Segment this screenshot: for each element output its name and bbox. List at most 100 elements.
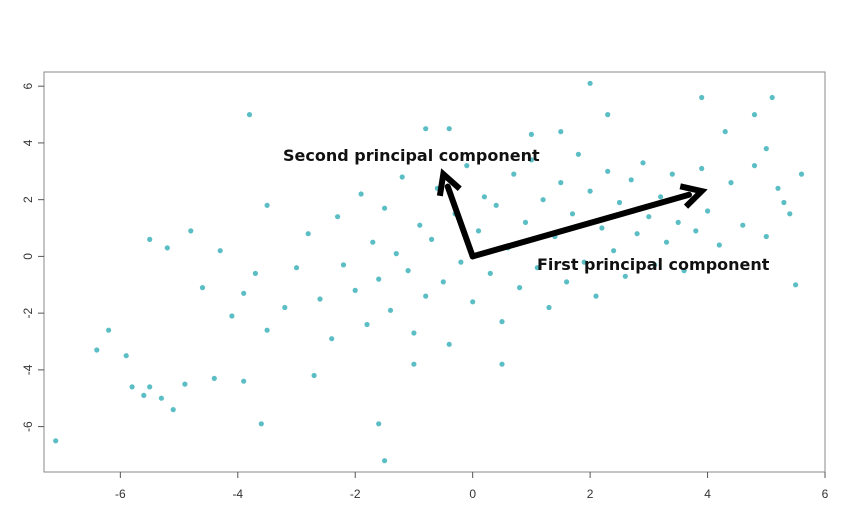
x-tick-label: 4	[704, 487, 711, 501]
data-point	[793, 282, 799, 288]
data-point	[528, 157, 535, 163]
data-point	[487, 270, 493, 276]
data-point	[587, 188, 593, 194]
data-point	[411, 330, 417, 336]
data-point	[663, 239, 670, 245]
data-point	[611, 248, 617, 254]
data-point	[593, 293, 599, 299]
x-tick-label: 6	[822, 487, 829, 501]
data-point	[534, 265, 540, 271]
data-point	[558, 180, 564, 186]
data-point	[616, 199, 623, 206]
data-point	[517, 285, 523, 291]
first-component-arrow-head	[679, 183, 708, 209]
data-point	[464, 163, 470, 169]
data-point	[264, 327, 270, 333]
data-point	[499, 319, 505, 325]
data-point	[423, 126, 429, 132]
data-point	[423, 293, 429, 299]
data-point	[763, 233, 769, 240]
data-point	[751, 163, 758, 169]
data-point	[264, 202, 270, 208]
data-point	[781, 199, 787, 206]
data-point	[640, 160, 646, 166]
data-point	[475, 228, 482, 234]
data-point	[246, 112, 253, 118]
data-point	[129, 384, 135, 390]
data-point	[599, 225, 605, 231]
data-point	[646, 214, 652, 220]
data-point	[763, 146, 769, 152]
data-point	[417, 222, 423, 228]
data-point	[352, 287, 358, 293]
second-component-arrow-shaft	[444, 183, 476, 260]
data-point	[769, 94, 775, 101]
data-point	[470, 299, 476, 305]
data-point	[241, 378, 247, 384]
x-tick-label: -6	[115, 487, 126, 501]
data-point	[605, 112, 611, 118]
y-tick-label: -2	[21, 307, 35, 318]
data-point	[293, 265, 300, 271]
data-point	[106, 327, 112, 333]
data-point	[699, 165, 705, 172]
data-point	[382, 205, 388, 211]
data-point	[364, 321, 370, 328]
data-point	[716, 242, 722, 248]
data-point	[446, 126, 452, 132]
second-component-arrow-head	[436, 168, 462, 197]
annotations-layer: Second principal component First principa…	[283, 146, 770, 274]
data-point	[493, 202, 499, 208]
data-point	[546, 304, 552, 311]
data-point	[669, 171, 675, 177]
data-point	[258, 421, 264, 427]
data-point	[211, 375, 217, 381]
data-point	[575, 151, 582, 157]
data-point	[481, 194, 487, 200]
data-point	[728, 180, 734, 186]
data-point	[558, 129, 564, 135]
data-point	[528, 131, 535, 137]
first-component-label: First principal component	[537, 255, 770, 274]
data-point	[587, 80, 593, 86]
data-point	[387, 307, 394, 313]
data-point	[740, 222, 746, 228]
x-tick-label: 0	[469, 487, 476, 501]
data-point	[329, 336, 335, 342]
data-point	[393, 251, 399, 257]
data-point	[411, 361, 417, 367]
data-point	[652, 262, 658, 268]
data-point	[722, 129, 728, 135]
data-point	[376, 421, 382, 427]
x-tick-label: -2	[350, 487, 361, 501]
data-point	[569, 211, 576, 217]
data-point	[147, 384, 153, 390]
data-point	[499, 361, 505, 367]
data-point	[305, 231, 311, 237]
data-point	[798, 171, 805, 177]
x-tick-label: 2	[587, 487, 594, 501]
data-point	[376, 276, 382, 282]
data-point	[147, 236, 153, 242]
data-point	[399, 174, 405, 180]
data-point	[158, 395, 164, 401]
data-point	[141, 392, 147, 398]
y-tick-label: 0	[21, 253, 35, 260]
data-point	[658, 194, 664, 200]
first-component-arrow-shaft	[469, 191, 692, 260]
data-point	[370, 239, 376, 245]
data-point	[564, 279, 570, 285]
data-point	[522, 219, 529, 225]
data-point	[358, 191, 364, 197]
data-point	[458, 259, 464, 265]
data-point	[628, 177, 634, 183]
y-tick-label: 6	[21, 83, 35, 90]
data-point	[311, 372, 317, 379]
data-point	[229, 313, 235, 319]
y-tick-label: -6	[21, 421, 35, 432]
data-point	[605, 168, 611, 174]
data-point	[252, 270, 258, 276]
data-point	[775, 185, 781, 191]
data-point	[705, 208, 711, 214]
